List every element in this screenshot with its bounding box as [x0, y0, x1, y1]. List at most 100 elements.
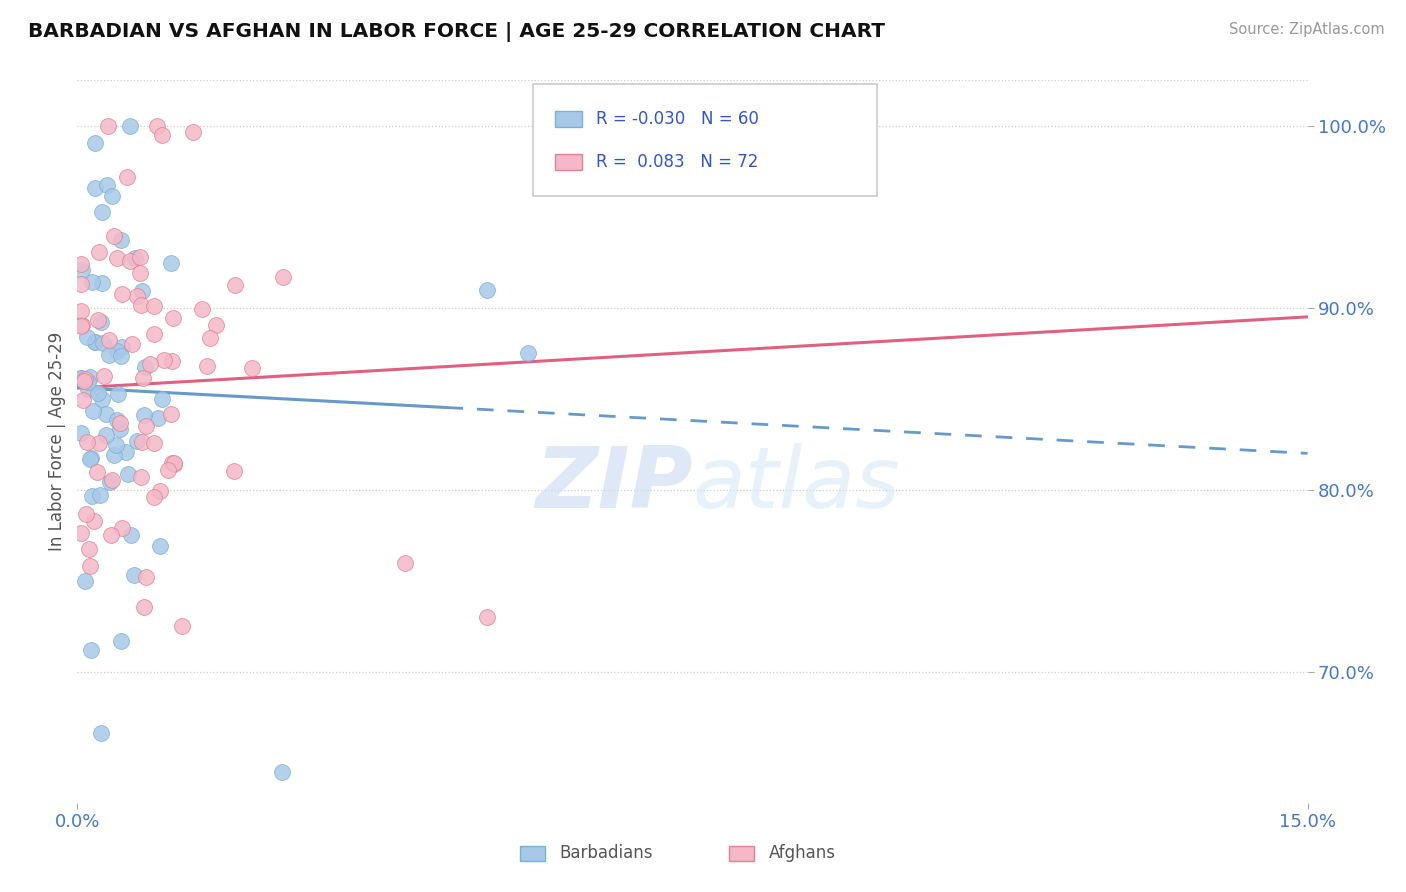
- Point: [105, 251, 128, 265]
- FancyBboxPatch shape: [555, 111, 582, 127]
- Point: [91, 335, 114, 350]
- Point: [132, 371, 155, 385]
- Point: [70, 277, 93, 291]
- Point: [70, 425, 93, 440]
- Point: [149, 540, 172, 554]
- Point: [91, 205, 114, 219]
- Point: [477, 610, 499, 624]
- Point: [153, 353, 176, 368]
- Point: [271, 270, 294, 285]
- Point: [222, 464, 245, 478]
- Point: [90, 315, 112, 329]
- Point: [80, 643, 103, 657]
- Text: BARBADIAN VS AFGHAN IN LABOR FORCE | AGE 25-29 CORRELATION CHART: BARBADIAN VS AFGHAN IN LABOR FORCE | AGE…: [28, 22, 886, 42]
- Point: [198, 331, 221, 345]
- Text: R =  0.083   N = 72: R = 0.083 N = 72: [596, 153, 759, 171]
- Point: [135, 418, 157, 433]
- Point: [117, 467, 139, 482]
- Point: [70, 318, 93, 332]
- Point: [120, 254, 142, 268]
- Text: Barbadians: Barbadians: [560, 845, 654, 863]
- Point: [77, 382, 100, 396]
- Point: [96, 427, 118, 442]
- Point: [70, 319, 93, 334]
- Point: [89, 436, 111, 450]
- Point: [80, 275, 103, 289]
- Point: [73, 372, 96, 386]
- Point: [160, 256, 183, 270]
- Point: [70, 370, 93, 384]
- Point: [86, 312, 108, 326]
- Point: [84, 136, 107, 150]
- Point: [148, 411, 170, 425]
- Point: [86, 386, 108, 401]
- Point: [70, 371, 93, 385]
- Point: [394, 556, 416, 570]
- FancyBboxPatch shape: [555, 154, 582, 169]
- Point: [97, 119, 120, 133]
- Point: [70, 526, 93, 541]
- Text: R = -0.030   N = 60: R = -0.030 N = 60: [596, 110, 759, 128]
- Point: [72, 392, 94, 407]
- Point: [163, 458, 186, 472]
- Point: [101, 189, 124, 203]
- Point: [96, 178, 118, 192]
- FancyBboxPatch shape: [533, 84, 877, 196]
- Point: [132, 599, 155, 614]
- Point: [127, 434, 149, 448]
- Point: [162, 311, 184, 326]
- Point: [77, 375, 100, 389]
- Point: [129, 298, 152, 312]
- Point: [142, 299, 165, 313]
- Point: [160, 353, 183, 368]
- Point: [110, 422, 132, 436]
- Point: [121, 336, 143, 351]
- Point: [110, 634, 132, 648]
- Point: [110, 417, 132, 431]
- Point: [79, 558, 101, 573]
- Point: [98, 475, 121, 489]
- Point: [127, 289, 149, 303]
- Point: [82, 404, 104, 418]
- Point: [156, 463, 179, 477]
- Text: Afghans: Afghans: [769, 845, 835, 863]
- Point: [131, 435, 153, 450]
- Point: [82, 489, 104, 503]
- Point: [94, 407, 117, 421]
- Point: [79, 452, 101, 467]
- Point: [79, 370, 101, 384]
- Point: [97, 334, 120, 348]
- Point: [132, 408, 155, 422]
- Point: [111, 287, 134, 301]
- Point: [73, 574, 96, 589]
- Y-axis label: In Labor Force | Age 25-29: In Labor Force | Age 25-29: [48, 332, 66, 551]
- Point: [103, 449, 125, 463]
- Point: [115, 445, 138, 459]
- Point: [149, 483, 172, 498]
- Text: Source: ZipAtlas.com: Source: ZipAtlas.com: [1229, 22, 1385, 37]
- FancyBboxPatch shape: [730, 847, 754, 861]
- Point: [77, 541, 100, 556]
- Point: [72, 262, 94, 277]
- Point: [87, 244, 110, 259]
- Point: [70, 304, 93, 318]
- Point: [145, 119, 167, 133]
- Point: [224, 278, 246, 293]
- Point: [84, 335, 107, 350]
- FancyBboxPatch shape: [520, 847, 546, 861]
- Point: [105, 343, 128, 358]
- Point: [120, 119, 142, 133]
- Point: [104, 438, 127, 452]
- Point: [83, 335, 105, 350]
- Point: [131, 284, 153, 298]
- Point: [135, 570, 157, 584]
- Point: [83, 181, 105, 195]
- Point: [195, 359, 218, 373]
- Point: [105, 413, 128, 427]
- Point: [80, 450, 103, 465]
- Point: [120, 527, 142, 541]
- Point: [190, 301, 212, 316]
- Point: [170, 618, 193, 632]
- Point: [134, 359, 156, 374]
- Point: [117, 170, 139, 185]
